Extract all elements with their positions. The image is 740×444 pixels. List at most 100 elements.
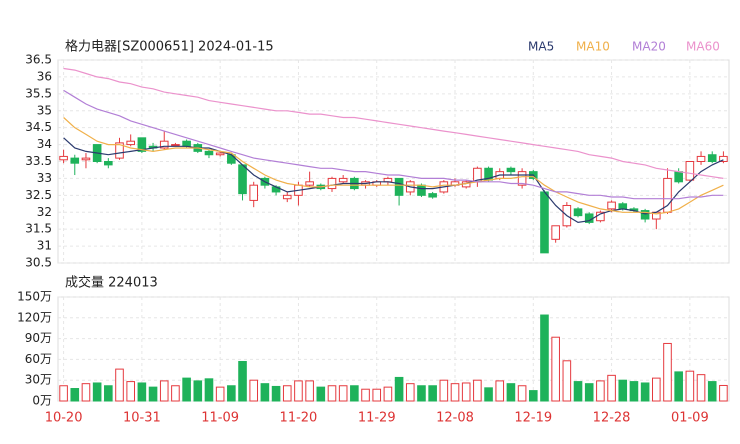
x-tick-label: 01-09 [671, 411, 709, 426]
legend-label: MA20 [632, 40, 666, 54]
candle-body [618, 203, 628, 210]
y-tick-label: 35.5 [25, 86, 52, 100]
ma-line [63, 67, 724, 179]
candle-body [428, 193, 437, 198]
candle-body [707, 154, 717, 163]
candle-body [115, 142, 124, 159]
candle-body [182, 140, 191, 147]
candle-body [573, 208, 583, 217]
volume-title: 成交量 224013 [65, 275, 158, 291]
candle-body [417, 184, 426, 196]
volume-bar [271, 385, 281, 402]
volume-bar [148, 386, 158, 402]
y-tick-label: 33.5 [25, 154, 52, 168]
volume-bar [282, 385, 292, 402]
volume-bar [461, 382, 471, 402]
candle-body [394, 177, 404, 196]
volume-bar [685, 370, 695, 402]
y-tick-label: 60万 [25, 352, 52, 366]
volume-bar [652, 377, 661, 402]
volume-bar [182, 377, 191, 402]
x-tick-label: 11-29 [358, 411, 396, 426]
y-tick-label: 150万 [17, 290, 52, 304]
y-tick-label: 34.5 [25, 120, 52, 134]
volume-bar [92, 382, 102, 402]
ma-line [63, 89, 724, 200]
candle-body [227, 154, 236, 164]
volume-bar [551, 336, 560, 402]
legend-label: MA60 [686, 40, 720, 54]
y-tick-label: 32.5 [25, 188, 52, 202]
volume-bar [361, 388, 370, 402]
candle-body [215, 152, 225, 156]
volume-bar [327, 385, 337, 402]
volume-bar [405, 383, 415, 402]
volume-bar [59, 385, 68, 402]
volume-bar [294, 380, 303, 402]
y-tick-label: 36.5 [25, 53, 52, 67]
volume-bar [584, 383, 594, 402]
x-tick-label: 11-20 [280, 411, 318, 426]
ma-line [63, 117, 724, 215]
volume-bar [305, 380, 314, 402]
volume-bar [640, 382, 650, 402]
volume-bar [249, 379, 259, 402]
candle-body [719, 155, 728, 163]
candle-body [204, 150, 214, 156]
volume-bar [193, 380, 203, 402]
candle-body [104, 161, 113, 166]
volume-bar [383, 386, 393, 402]
legend-label: MA10 [576, 40, 610, 54]
y-tick-label: 0万 [32, 394, 52, 408]
volume-bar [137, 382, 147, 402]
volume-bar [372, 388, 382, 402]
volume-bar [316, 386, 326, 402]
y-tick-label: 36 [37, 69, 52, 83]
volume-bar [562, 360, 572, 402]
volume-bar [238, 360, 247, 402]
candle-body [685, 161, 695, 181]
x-tick-label: 11-09 [201, 411, 239, 426]
x-tick-label: 12-19 [514, 411, 552, 426]
volume-bar [473, 379, 482, 402]
volume-bar [484, 387, 493, 402]
volume-bar [663, 342, 672, 402]
volume-bar [338, 385, 348, 402]
volume-frame [57, 296, 730, 402]
volume-bar [629, 381, 639, 402]
volume-bar [719, 384, 728, 402]
candle-body [282, 194, 292, 200]
x-tick-label: 12-28 [593, 411, 631, 426]
x-tick-label: 10-20 [45, 411, 83, 426]
candle-body [506, 167, 516, 173]
y-tick-label: 120万 [17, 310, 52, 324]
candle-body [70, 157, 80, 164]
candle-body [81, 157, 91, 161]
candle-body [551, 225, 560, 240]
y-tick-label: 35 [37, 103, 52, 117]
volume-bar [171, 385, 180, 402]
volume-bar [394, 376, 404, 402]
volume-bar [439, 379, 449, 402]
candle-body [517, 171, 527, 186]
candle-body [137, 137, 147, 152]
candle-body [171, 144, 180, 147]
y-tick-label: 32 [37, 205, 52, 219]
legend-label: MA5 [528, 40, 554, 54]
volume-bar [506, 383, 516, 402]
volume-bar [260, 383, 270, 402]
candle-body [674, 171, 683, 183]
volume-bar [528, 390, 538, 402]
candle-body [640, 210, 650, 220]
candle-body [249, 184, 259, 201]
chart-title: 格力电器[SZ000651] 2024-01-15 [65, 39, 274, 55]
volume-bar [607, 374, 616, 402]
candle-body [338, 177, 348, 183]
x-tick-label: 12-08 [436, 411, 474, 426]
volume-bar [618, 379, 628, 402]
y-tick-label: 30万 [25, 373, 52, 387]
candle-body [59, 155, 68, 161]
candle-body [540, 191, 549, 254]
y-tick-label: 34 [37, 137, 52, 151]
